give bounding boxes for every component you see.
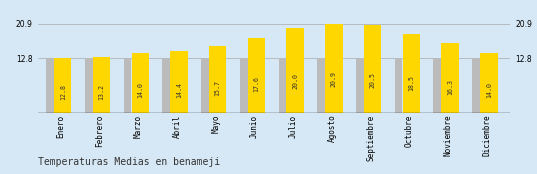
Text: 15.7: 15.7	[215, 80, 221, 96]
Bar	[279, 58, 286, 113]
Bar	[201, 58, 209, 113]
Bar	[364, 25, 381, 113]
Bar	[356, 58, 364, 113]
Bar	[46, 58, 54, 113]
Bar	[395, 58, 402, 113]
Bar	[124, 58, 132, 113]
Text: 14.0: 14.0	[137, 82, 143, 98]
Bar	[93, 57, 110, 113]
Text: 17.6: 17.6	[253, 77, 259, 92]
Bar	[209, 46, 227, 113]
Bar	[403, 34, 420, 113]
Bar	[325, 24, 343, 113]
Bar	[433, 58, 441, 113]
Text: 14.4: 14.4	[176, 82, 182, 98]
Text: 13.2: 13.2	[98, 84, 105, 100]
Text: Temperaturas Medias en benameji: Temperaturas Medias en benameji	[38, 157, 220, 167]
Text: 20.5: 20.5	[369, 72, 376, 88]
Bar	[441, 43, 459, 113]
Text: 20.9: 20.9	[331, 71, 337, 87]
Text: 20.0: 20.0	[292, 73, 298, 89]
Bar	[286, 27, 304, 113]
Bar	[162, 58, 170, 113]
Text: 14.0: 14.0	[486, 82, 492, 98]
Text: 18.5: 18.5	[408, 75, 415, 91]
Bar	[54, 58, 71, 113]
Bar	[317, 58, 325, 113]
Bar	[132, 53, 149, 113]
Bar	[472, 58, 480, 113]
Text: 12.8: 12.8	[60, 84, 66, 100]
Bar	[240, 58, 248, 113]
Bar	[248, 38, 265, 113]
Bar	[85, 58, 92, 113]
Bar	[480, 53, 498, 113]
Text: 16.3: 16.3	[447, 79, 453, 95]
Bar	[170, 52, 188, 113]
